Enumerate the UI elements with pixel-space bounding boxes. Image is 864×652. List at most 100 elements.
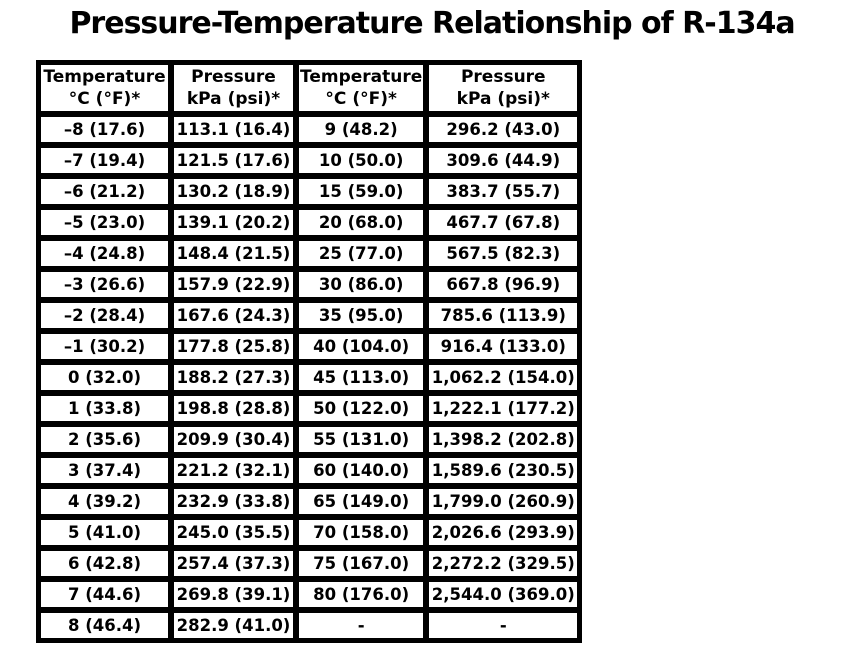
table-cell: 309.6 (44.9) — [426, 145, 581, 176]
table-cell: 1 (33.8) — [38, 393, 171, 424]
table-cell: 4 (39.2) — [38, 486, 171, 517]
table-cell: 567.5 (82.3) — [426, 238, 581, 269]
table-row: –7 (19.4) 121.5 (17.6) 10 (50.0) 309.6 (44.… — [38, 145, 581, 176]
table-cell: 2,272.2 (329.5) — [426, 548, 581, 579]
table-row: 1 (33.8) 198.8 (28.8) 50 (122.0) 1,222.1 (1… — [38, 393, 581, 424]
table-cell: 2,026.6 (293.9) — [426, 517, 581, 548]
table-cell: –5 (23.0) — [38, 207, 171, 238]
table-cell: 113.1 (16.4) — [171, 114, 296, 145]
column-header-label: Temperature — [300, 67, 423, 87]
table-cell: 6 (42.8) — [38, 548, 171, 579]
table-cell: –7 (19.4) — [38, 145, 171, 176]
table-cell: 40 (104.0) — [296, 331, 427, 362]
table-body: –8 (17.6) 113.1 (16.4) 9 (48.2) 296.2 (43.0… — [38, 114, 581, 641]
table-cell: 60 (140.0) — [296, 455, 427, 486]
table-cell: 80 (176.0) — [296, 579, 427, 610]
table-cell: 10 (50.0) — [296, 145, 427, 176]
column-header-unit: kPa (psi)* — [186, 89, 281, 109]
table-header-row: Temperature °C (°F)* Pressure kPa (psi)* Tem… — [38, 62, 581, 114]
table-cell: 209.9 (30.4) — [171, 424, 296, 455]
table-cell: 785.6 (113.9) — [426, 300, 581, 331]
table-row: 2 (35.6) 209.9 (30.4) 55 (131.0) 1,398.2 (2… — [38, 424, 581, 455]
table-cell: 188.2 (27.3) — [171, 362, 296, 393]
table-row: –8 (17.6) 113.1 (16.4) 9 (48.2) 296.2 (43.0… — [38, 114, 581, 145]
table-cell: 269.8 (39.1) — [171, 579, 296, 610]
table-cell: 7 (44.6) — [38, 579, 171, 610]
table-cell: 70 (158.0) — [296, 517, 427, 548]
table-row: 3 (37.4) 221.2 (32.1) 60 (140.0) 1,589.6 (2… — [38, 455, 581, 486]
table-cell: 130.2 (18.9) — [171, 176, 296, 207]
table-cell: 75 (167.0) — [296, 548, 427, 579]
table-cell: 50 (122.0) — [296, 393, 427, 424]
table-row: 0 (32.0) 188.2 (27.3) 45 (113.0) 1,062.2 (1… — [38, 362, 581, 393]
table-cell: 30 (86.0) — [296, 269, 427, 300]
table-cell: 296.2 (43.0) — [426, 114, 581, 145]
table-cell: 55 (131.0) — [296, 424, 427, 455]
table-row: 5 (41.0) 245.0 (35.5) 70 (158.0) 2,026.6 (2… — [38, 517, 581, 548]
column-header-label: Temperature — [43, 67, 166, 87]
table-row: 4 (39.2) 232.9 (33.8) 65 (149.0) 1,799.0 (2… — [38, 486, 581, 517]
table-cell: –1 (30.2) — [38, 331, 171, 362]
table-row: 6 (42.8) 257.4 (37.3) 75 (167.0) 2,272.2 (3… — [38, 548, 581, 579]
table-cell: 1,222.1 (177.2) — [426, 393, 581, 424]
table-row: 8 (46.4) 282.9 (41.0) - - — [38, 610, 581, 641]
table-cell: –3 (26.6) — [38, 269, 171, 300]
table-row: –4 (24.8) 148.4 (21.5) 25 (77.0) 567.5 (82.… — [38, 238, 581, 269]
column-header-unit: kPa (psi)* — [456, 89, 550, 109]
table-cell: 0 (32.0) — [38, 362, 171, 393]
table-cell: 9 (48.2) — [296, 114, 427, 145]
table-cell: 2,544.0 (369.0) — [426, 579, 581, 610]
table-cell: –8 (17.6) — [38, 114, 171, 145]
table-row: 7 (44.6) 269.8 (39.1) 80 (176.0) 2,544.0 (3… — [38, 579, 581, 610]
table-cell: 177.8 (25.8) — [171, 331, 296, 362]
table-cell: 167.6 (24.3) — [171, 300, 296, 331]
table-cell: 221.2 (32.1) — [171, 455, 296, 486]
table-cell: 2 (35.6) — [38, 424, 171, 455]
table-cell: - — [426, 610, 581, 641]
column-header-label: Pressure — [460, 67, 546, 87]
table-cell: 148.4 (21.5) — [171, 238, 296, 269]
table-row: –2 (28.4) 167.6 (24.3) 35 (95.0) 785.6 (113… — [38, 300, 581, 331]
table-cell: –2 (28.4) — [38, 300, 171, 331]
table-cell: 467.7 (67.8) — [426, 207, 581, 238]
table-cell: 1,398.2 (202.8) — [426, 424, 581, 455]
column-header-label: Pressure — [191, 67, 276, 87]
table-cell: - — [296, 610, 427, 641]
table-cell: 65 (149.0) — [296, 486, 427, 517]
table-cell: 20 (68.0) — [296, 207, 427, 238]
table-cell: 15 (59.0) — [296, 176, 427, 207]
table-cell: 667.8 (96.9) — [426, 269, 581, 300]
table-cell: 139.1 (20.2) — [171, 207, 296, 238]
table-cell: 916.4 (133.0) — [426, 331, 581, 362]
table-row: –3 (26.6) 157.9 (22.9) 30 (86.0) 667.8 (96.… — [38, 269, 581, 300]
table-cell: 35 (95.0) — [296, 300, 427, 331]
table-cell: 157.9 (22.9) — [171, 269, 296, 300]
table-cell: 3 (37.4) — [38, 455, 171, 486]
page-title: Pressure-Temperature Relationship of R-1… — [69, 6, 795, 41]
table-cell: 8 (46.4) — [38, 610, 171, 641]
table-cell: 245.0 (35.5) — [171, 517, 296, 548]
table-cell: 257.4 (37.3) — [171, 548, 296, 579]
table-cell: 121.5 (17.6) — [171, 145, 296, 176]
table-cell: 1,799.0 (260.9) — [426, 486, 581, 517]
pressure-temperature-table: Temperature °C (°F)* Pressure kPa (psi)* Tem… — [36, 60, 583, 643]
column-header-pressure: Pressure kPa (psi)* — [426, 62, 581, 114]
table-header-row: Temperature °C (°F)* Pressure kPa (psi)* Tem… — [38, 62, 581, 114]
column-header-unit: °C (°F)* — [325, 89, 397, 109]
table-cell: 1,062.2 (154.0) — [426, 362, 581, 393]
table-row: –1 (30.2) 177.8 (25.8) 40 (104.0) 916.4 (13… — [38, 331, 581, 362]
table-cell: 383.7 (55.7) — [426, 176, 581, 207]
column-header-temperature: Temperature °C (°F)* — [38, 62, 171, 114]
table-cell: 232.9 (33.8) — [171, 486, 296, 517]
table-cell: 25 (77.0) — [296, 238, 427, 269]
table-cell: 45 (113.0) — [296, 362, 427, 393]
table-cell: 282.9 (41.0) — [171, 610, 296, 641]
table-cell: 5 (41.0) — [38, 517, 171, 548]
table-cell: –4 (24.8) — [38, 238, 171, 269]
table-row: –5 (23.0) 139.1 (20.2) 20 (68.0) 467.7 (67.… — [38, 207, 581, 238]
column-header-pressure: Pressure kPa (psi)* — [171, 62, 296, 114]
table-cell: 198.8 (28.8) — [171, 393, 296, 424]
table-row: –6 (21.2) 130.2 (18.9) 15 (59.0) 383.7 (55.… — [38, 176, 581, 207]
column-header-unit: °C (°F)* — [68, 89, 141, 109]
